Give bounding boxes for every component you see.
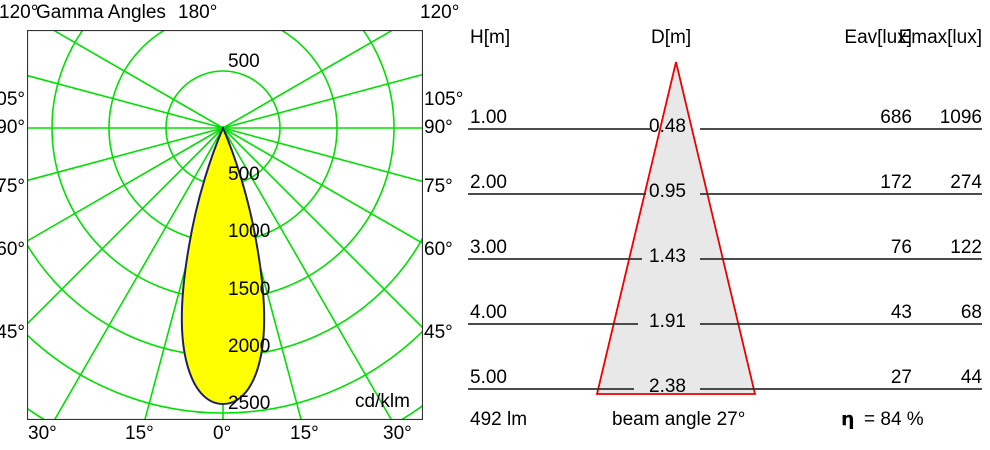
polar-top-right-angle: 120° bbox=[420, 2, 460, 23]
beam-cone bbox=[595, 61, 757, 395]
luminous-intensity-curve bbox=[180, 125, 266, 406]
polar-top-left-angle: 120° bbox=[0, 2, 39, 23]
row-5-d: 2.38 bbox=[649, 376, 686, 397]
row-5-eav: 27 bbox=[890, 367, 912, 388]
row-1-h: 1.00 bbox=[470, 107, 507, 128]
polar-bottom-axis-label-30-right: 30° bbox=[383, 423, 412, 444]
polar-left-axis-label-75: 75° bbox=[0, 176, 25, 197]
beam-table-panel: H[m] D[m] Eav[lux] Emax[lux] 1.00 0.48 6… bbox=[460, 0, 990, 450]
footer-beam-angle: beam angle 27° bbox=[612, 409, 746, 430]
polar-right-axis-label-75: 75° bbox=[424, 176, 453, 197]
row-5-emax: 44 bbox=[960, 367, 982, 388]
polar-plot-canvas bbox=[27, 30, 423, 420]
row-3-emax: 122 bbox=[950, 237, 982, 258]
row-1-emax: 1096 bbox=[939, 107, 982, 128]
header-h: H[m] bbox=[470, 27, 511, 48]
polar-radial-label-500: 500 bbox=[228, 164, 260, 185]
row-3-eav: 76 bbox=[890, 237, 912, 258]
polar-right-axis-label-90: 90° bbox=[424, 117, 453, 138]
polar-radial-label-2000: 2000 bbox=[228, 336, 271, 357]
header-d: D[m] bbox=[651, 27, 692, 48]
row-2-d: 0.95 bbox=[649, 181, 686, 202]
polar-diagram-panel: 120° Gamma Angles 180° 120° 105° 90° 75°… bbox=[0, 0, 464, 450]
polar-bottom-axis-label-30-left: 30° bbox=[28, 423, 57, 444]
header-emax: Emax[lux] bbox=[898, 27, 982, 48]
polar-left-axis-label-60: 60° bbox=[0, 239, 25, 260]
polar-left-axis-label-105: 105° bbox=[0, 89, 25, 110]
footer-eta-symbol: η bbox=[841, 408, 855, 430]
polar-radial-label-1000: 1000 bbox=[228, 221, 271, 242]
row-3-h: 3.00 bbox=[470, 237, 507, 258]
row-4-emax: 68 bbox=[960, 302, 982, 323]
row-2-h: 2.00 bbox=[470, 172, 507, 193]
polar-left-axis-label-45: 45° bbox=[0, 322, 25, 343]
polar-left-axis-label-90: 90° bbox=[0, 117, 25, 138]
polar-top-center-angle: 180° bbox=[178, 2, 218, 23]
row-3-d: 1.43 bbox=[649, 246, 686, 267]
row-4-eav: 43 bbox=[890, 302, 912, 323]
polar-bottom-axis-label-15-right: 15° bbox=[290, 423, 319, 444]
row-2-eav: 172 bbox=[880, 172, 912, 193]
polar-radial-label-2500: 2500 bbox=[228, 393, 271, 414]
beam-cone-canvas bbox=[468, 61, 982, 395]
polar-right-axis-label-105: 105° bbox=[424, 89, 464, 110]
row-1-eav: 686 bbox=[880, 107, 912, 128]
row-2-emax: 274 bbox=[950, 172, 982, 193]
polar-title: Gamma Angles bbox=[36, 2, 166, 23]
row-4-h: 4.00 bbox=[470, 302, 507, 323]
header-eav: Eav[lux] bbox=[844, 27, 912, 48]
row-5-h: 5.00 bbox=[470, 367, 507, 388]
footer-luminous-flux: 492 lm bbox=[470, 409, 528, 430]
polar-right-axis-label-60: 60° bbox=[424, 239, 453, 260]
row-4-d: 1.91 bbox=[649, 311, 686, 332]
polar-radial-label-500-outer: 500 bbox=[228, 51, 260, 72]
polar-bottom-axis-label-15-left: 15° bbox=[125, 423, 154, 444]
polar-unit-label: cd/klm bbox=[355, 391, 410, 412]
footer-eta-value: = 84 % bbox=[864, 409, 924, 430]
row-rule-lines bbox=[468, 128, 982, 390]
polar-right-axis-label-45: 45° bbox=[424, 322, 453, 343]
polar-radial-label-1500: 1500 bbox=[228, 279, 271, 300]
row-1-d: 0.48 bbox=[649, 116, 686, 137]
polar-bottom-axis-label-0: 0° bbox=[213, 423, 232, 444]
